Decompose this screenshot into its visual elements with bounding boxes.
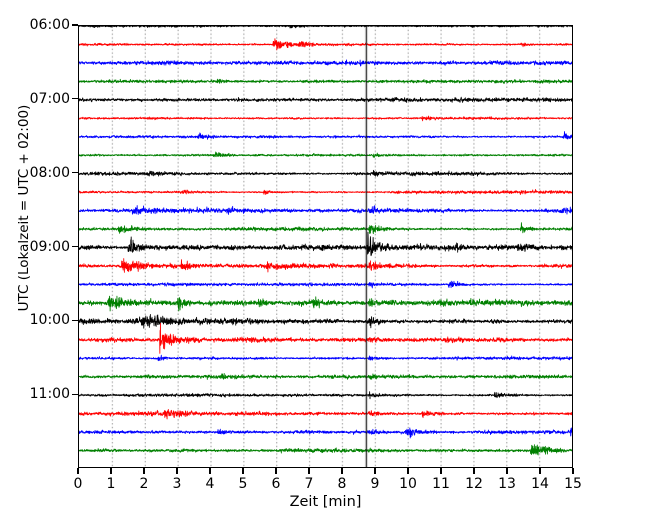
- x-tick-label: 7: [304, 476, 314, 492]
- x-tick-label: 11: [432, 476, 450, 492]
- x-tick-label: 2: [139, 476, 149, 492]
- y-tick-mark: [72, 24, 78, 26]
- x-tick-label: 14: [531, 476, 549, 492]
- y-tick-label: 10:00: [29, 312, 70, 329]
- x-tick-mark: [143, 468, 145, 474]
- x-tick-mark: [473, 468, 475, 474]
- y-tick-mark: [72, 98, 78, 100]
- y-tick-mark: [72, 172, 78, 174]
- y-tick-mark: [72, 393, 78, 395]
- x-tick-label: 8: [337, 476, 347, 492]
- x-tick-label: 13: [498, 476, 516, 492]
- x-tick-mark: [275, 468, 277, 474]
- x-tick-mark: [209, 468, 211, 474]
- y-tick-label: 06:00: [29, 17, 70, 33]
- y-tick-mark: [72, 245, 78, 248]
- x-tick-mark: [440, 468, 442, 474]
- y-tick-label: 08:00: [29, 164, 70, 181]
- x-tick-mark: [374, 468, 376, 474]
- x-tick-label: 12: [465, 476, 483, 492]
- x-tick-mark: [176, 468, 178, 474]
- x-tick-label: 1: [106, 476, 116, 492]
- x-tick-mark: [572, 468, 574, 474]
- x-tick-mark: [308, 468, 310, 474]
- plot-area[interactable]: [78, 25, 573, 468]
- x-tick-label: 4: [205, 476, 215, 492]
- y-tick-label: 09:00: [29, 238, 70, 255]
- x-tick-label: 3: [172, 476, 182, 492]
- x-tick-mark: [242, 468, 244, 474]
- x-tick-mark: [539, 468, 541, 474]
- x-tick-label: 10: [399, 476, 417, 492]
- x-tick-mark: [506, 468, 508, 474]
- x-axis-label: Zeit [min]: [289, 494, 362, 510]
- x-tick-label: 0: [73, 476, 83, 492]
- x-tick-mark: [110, 468, 112, 474]
- x-tick-label: 5: [238, 476, 248, 492]
- x-tick-mark: [341, 468, 343, 474]
- x-tick-label: 6: [271, 476, 281, 492]
- x-tick-label: 9: [370, 476, 380, 492]
- y-tick-label: 11:00: [29, 386, 70, 403]
- y-axis-label: UTC (Lokalzeit = UTC + 02:00): [16, 104, 32, 312]
- x-tick-mark: [77, 468, 79, 474]
- x-tick-mark: [407, 468, 409, 474]
- event-time-marker: [79, 26, 572, 467]
- y-tick-label: 07:00: [29, 90, 70, 107]
- x-tick-label: 15: [564, 476, 582, 492]
- y-tick-mark: [72, 319, 78, 321]
